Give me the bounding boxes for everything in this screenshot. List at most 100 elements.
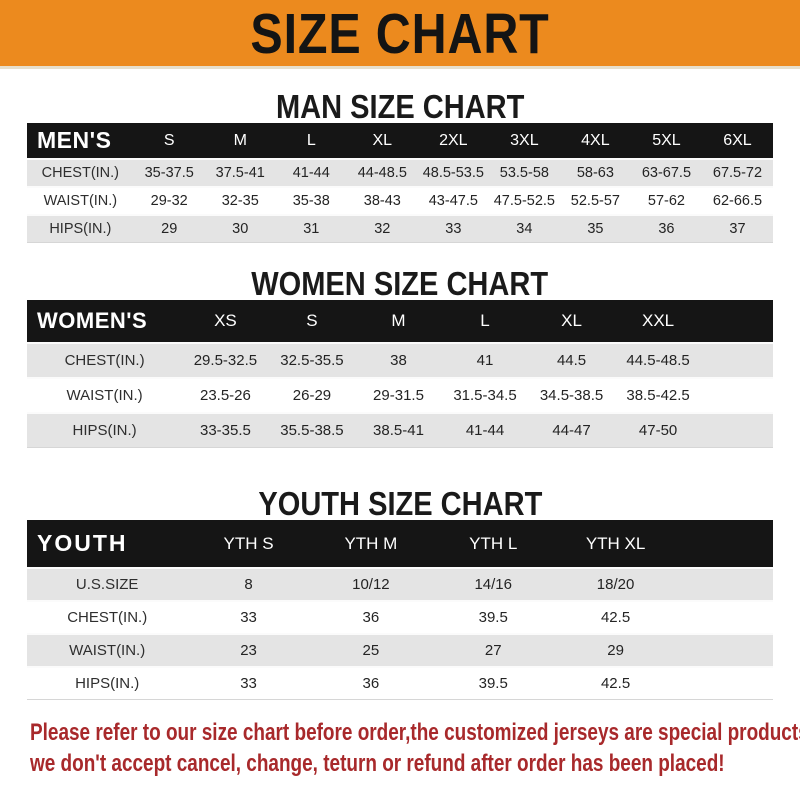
size-value-cell: 53.5-58 bbox=[499, 165, 549, 181]
table-row: WAIST(IN.) 29-32 32-35 35-38 38-43 43-47.5 47.… bbox=[27, 187, 773, 215]
row-label: WAIST(IN.) bbox=[66, 387, 143, 404]
row-label: WAIST(IN.) bbox=[69, 642, 146, 659]
size-value-cell: 26-29 bbox=[292, 387, 332, 404]
size-value-cell: 43-47.5 bbox=[428, 193, 478, 209]
size-column-header: 3XL bbox=[510, 131, 539, 149]
table-row: U.S.SIZE 8 10/12 14/16 18/20 bbox=[27, 568, 773, 601]
row-label: CHEST(IN.) bbox=[67, 609, 148, 626]
size-value-cell: 29 bbox=[607, 642, 624, 659]
youth-section-heading-text: YOUTH SIZE CHART bbox=[258, 485, 542, 522]
row-filler-cell bbox=[677, 634, 773, 667]
page-title: SIZE CHART bbox=[250, 1, 550, 66]
size-value-cell: 35-38 bbox=[292, 193, 330, 209]
size-value-cell: 18/20 bbox=[596, 576, 635, 593]
size-value-cell: 38.5-41 bbox=[373, 422, 424, 439]
row-filler-cell bbox=[677, 601, 773, 634]
header-filler-cell bbox=[701, 300, 773, 343]
size-value-cell: 33 bbox=[240, 675, 257, 692]
size-value-cell: 52.5-57 bbox=[570, 193, 620, 209]
size-value-cell: 32.5-35.5 bbox=[280, 352, 344, 369]
size-column-header: M bbox=[391, 311, 406, 330]
table-title-label: WOMEN'S bbox=[37, 308, 148, 333]
size-value-cell: 44.5 bbox=[556, 352, 587, 369]
size-value-cell: 41-44 bbox=[465, 422, 505, 439]
size-column-header: 5XL bbox=[652, 131, 681, 149]
mens-size-table: MEN'S S M L XL 2XL 3XL 4XL 5XL 6XL CHEST(IN.) 35-3… bbox=[27, 123, 773, 243]
size-column-header: L bbox=[480, 311, 490, 330]
size-chart-banner: SIZE CHART bbox=[0, 0, 800, 69]
size-column-header: L bbox=[306, 131, 316, 149]
size-column-header: S bbox=[163, 131, 175, 149]
size-value-cell: 47-50 bbox=[638, 422, 678, 439]
size-value-cell: 33 bbox=[445, 221, 462, 237]
size-column-header: YTH L bbox=[469, 533, 518, 553]
womens-size-table: WOMEN'S XS S M L XL XXL CHEST(IN.) 29.5-32.5 32.… bbox=[27, 300, 773, 448]
size-value-cell: 48.5-53.5 bbox=[422, 165, 484, 181]
row-label: HIPS(IN.) bbox=[49, 221, 112, 237]
size-value-cell: 30 bbox=[232, 221, 249, 237]
size-value-cell: 41 bbox=[476, 352, 494, 369]
size-value-cell: 35-37.5 bbox=[144, 165, 194, 181]
size-value-cell: 35 bbox=[587, 221, 604, 237]
size-value-cell: 29.5-32.5 bbox=[193, 352, 258, 369]
size-value-cell: 58-63 bbox=[576, 165, 614, 181]
size-value-cell: 8 bbox=[244, 576, 253, 593]
youth-header-row: YOUTH YTH S YTH M YTH L YTH XL bbox=[27, 520, 773, 568]
size-value-cell: 14/16 bbox=[474, 576, 512, 593]
size-column-header: M bbox=[233, 131, 247, 149]
size-value-cell: 38 bbox=[390, 352, 407, 369]
size-column-header: YTH S bbox=[223, 533, 274, 553]
size-value-cell: 25 bbox=[362, 642, 380, 659]
size-value-cell: 41-44 bbox=[292, 165, 330, 181]
table-title-label: YOUTH bbox=[37, 530, 128, 556]
size-value-cell: 39.5 bbox=[478, 609, 508, 626]
size-column-header: 4XL bbox=[581, 131, 610, 149]
size-value-cell: 36 bbox=[362, 675, 380, 692]
youth-size-table: YOUTH YTH S YTH M YTH L YTH XL U.S.SIZE 8 10/1… bbox=[27, 520, 773, 700]
size-value-cell: 10/12 bbox=[352, 576, 390, 593]
size-value-cell: 36 bbox=[658, 221, 675, 237]
size-value-cell: 37 bbox=[729, 221, 746, 237]
size-value-cell: 37.5-41 bbox=[215, 165, 265, 181]
man-section-heading: MAN SIZE CHART bbox=[0, 90, 800, 123]
size-value-cell: 29-31.5 bbox=[373, 387, 424, 404]
table-title-label: MEN'S bbox=[37, 127, 112, 153]
size-value-cell: 31.5-34.5 bbox=[453, 387, 517, 404]
row-filler-cell bbox=[701, 343, 773, 378]
size-value-cell: 29-32 bbox=[150, 193, 188, 209]
women-section-heading-text: WOMEN SIZE CHART bbox=[251, 265, 549, 302]
size-column-header: XXL bbox=[642, 311, 675, 330]
size-column-header: XL bbox=[372, 131, 393, 149]
row-filler-cell bbox=[701, 413, 773, 448]
size-value-cell: 32-35 bbox=[221, 193, 259, 209]
size-value-cell: 62-66.5 bbox=[712, 193, 763, 209]
size-value-cell: 57-62 bbox=[647, 193, 685, 209]
size-value-cell: 38.5-42.5 bbox=[626, 387, 690, 404]
size-column-header: S bbox=[306, 311, 318, 330]
size-value-cell: 35.5-38.5 bbox=[280, 422, 344, 439]
table-row: WAIST(IN.) 23.5-26 26-29 29-31.5 31.5-34.5 34… bbox=[27, 378, 773, 413]
size-value-cell: 29 bbox=[161, 221, 178, 237]
size-value-cell: 23.5-26 bbox=[199, 387, 251, 404]
youth-section-heading: YOUTH SIZE CHART bbox=[0, 487, 800, 520]
table-row: HIPS(IN.) 33-35.5 35.5-38.5 38.5-41 41-44 44-… bbox=[27, 413, 773, 448]
size-value-cell: 42.5 bbox=[600, 609, 631, 626]
mens-header-row: MEN'S S M L XL 2XL 3XL 4XL 5XL 6XL bbox=[27, 123, 773, 159]
size-column-header: YTH M bbox=[344, 533, 398, 553]
size-value-cell: 44.5-48.5 bbox=[626, 352, 690, 369]
size-value-cell: 32 bbox=[374, 221, 391, 237]
order-notice: Please refer to our size chart before or… bbox=[30, 717, 800, 779]
size-value-cell: 63-67.5 bbox=[641, 165, 692, 181]
size-value-cell: 47.5-52.5 bbox=[493, 193, 555, 209]
table-row: HIPS(IN.) 29 30 31 32 33 34 35 36 37 bbox=[27, 215, 773, 243]
size-value-cell: 39.5 bbox=[478, 675, 508, 692]
size-column-header: 6XL bbox=[723, 131, 752, 149]
row-label: CHEST(IN.) bbox=[64, 352, 145, 369]
size-column-header: YTH XL bbox=[585, 533, 646, 553]
size-value-cell: 42.5 bbox=[600, 675, 631, 692]
order-notice-line1: Please refer to our size chart before or… bbox=[30, 719, 800, 746]
size-value-cell: 33 bbox=[240, 609, 257, 626]
row-filler-cell bbox=[677, 568, 773, 601]
womens-header-row: WOMEN'S XS S M L XL XXL bbox=[27, 300, 773, 343]
row-label: CHEST(IN.) bbox=[41, 165, 120, 181]
